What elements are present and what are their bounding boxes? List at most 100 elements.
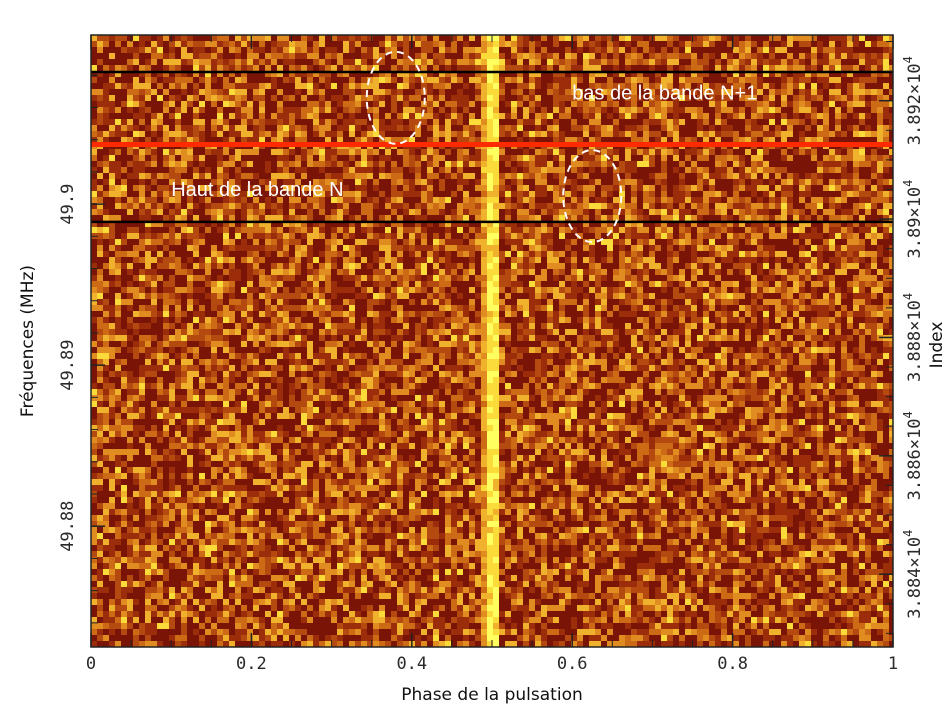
heatmap-cell [475,203,481,209]
heatmap-cell [535,179,541,185]
heatmap-cell [865,221,871,227]
heatmap-cell [469,155,475,161]
heatmap-cell [127,131,133,137]
heatmap-cell [877,251,883,257]
heatmap-cell [277,203,283,209]
heatmap-cell [223,113,229,119]
heatmap-cell [439,35,445,41]
heatmap-cell [463,221,469,227]
heatmap-cell [343,125,349,131]
heatmap-cell [229,119,235,125]
heatmap-cell [433,59,439,65]
heatmap-cell [151,89,157,95]
heatmap-cell [535,41,541,47]
heatmap-cell [685,173,691,179]
heatmap-cell [217,65,223,71]
heatmap-cell [505,131,511,137]
heatmap-cell [703,227,709,233]
heatmap-cell [523,47,529,53]
heatmap-cell [841,41,847,47]
heatmap-cell [709,125,715,131]
heatmap-cell [253,149,259,155]
heatmap-cell [103,53,109,59]
heatmap-cell [505,95,511,101]
heatmap-cell [595,197,601,203]
heatmap-cell [757,197,763,203]
heatmap-cell [415,89,421,95]
heatmap-cell [289,173,295,179]
heatmap-cell [835,101,841,107]
heatmap-cell [313,239,319,245]
heatmap-cell [385,191,391,197]
heatmap-cell [211,53,217,59]
heatmap-cell [337,197,343,203]
heatmap-cell [595,113,601,119]
heatmap-cell [127,185,133,191]
heatmap-cell [343,149,349,155]
heatmap-cell [115,71,121,77]
heatmap-cell [781,89,787,95]
heatmap-cell [307,41,313,47]
heatmap-cell [697,155,703,161]
heatmap-cell [391,119,397,125]
heatmap-cell [847,71,853,77]
heatmap-cell [223,257,229,263]
heatmap-cell [625,131,631,137]
heatmap-cell [691,239,697,245]
heatmap-cell [97,209,103,215]
heatmap-cell [247,89,253,95]
heatmap-cell [319,107,325,113]
heatmap-cell [649,119,655,125]
heatmap-cell [685,239,691,245]
heatmap-cell [529,119,535,125]
heatmap-cell [241,221,247,227]
heatmap-cell [589,107,595,113]
heatmap-cell [547,125,553,131]
heatmap-cell [325,215,331,221]
heatmap-cell [481,149,487,155]
heatmap-cell [853,35,859,41]
heatmap-cell [241,167,247,173]
heatmap-cell [631,221,637,227]
heatmap-cell [139,245,145,251]
heatmap-cell [229,107,235,113]
heatmap-cell [589,77,595,83]
heatmap-cell [397,185,403,191]
heatmap-cell [667,149,673,155]
heatmap-cell [193,35,199,41]
heatmap-cell [463,197,469,203]
heatmap-cell [379,77,385,83]
heatmap-cell [439,161,445,167]
heatmap-cell [883,137,889,143]
heatmap-cell [841,221,847,227]
heatmap-cell [355,167,361,173]
heatmap-cell [649,161,655,167]
heatmap-cell [157,221,163,227]
heatmap-cell [415,149,421,155]
heatmap-cell [841,215,847,221]
heatmap-cell [223,221,229,227]
heatmap-cell [643,203,649,209]
heatmap-cell [253,203,259,209]
heatmap-cell [673,137,679,143]
heatmap-cell [457,209,463,215]
heatmap-cell [811,245,817,251]
heatmap-cell [175,125,181,131]
heatmap-cell [451,245,457,251]
heatmap-cell [109,191,115,197]
heatmap-cell [847,53,853,59]
heatmap-cell [793,245,799,251]
heatmap-cell [355,95,361,101]
heatmap-cell [343,239,349,245]
heatmap-cell [163,35,169,41]
heatmap-cell [583,167,589,173]
heatmap-cell [433,173,439,179]
heatmap-cell [337,239,343,245]
heatmap-cell [331,47,337,53]
heatmap-cell [205,137,211,143]
heatmap-cell [247,107,253,113]
heatmap-cell [181,137,187,143]
heatmap-cell [181,47,187,53]
heatmap-cell [109,125,115,131]
heatmap-cell [661,227,667,233]
